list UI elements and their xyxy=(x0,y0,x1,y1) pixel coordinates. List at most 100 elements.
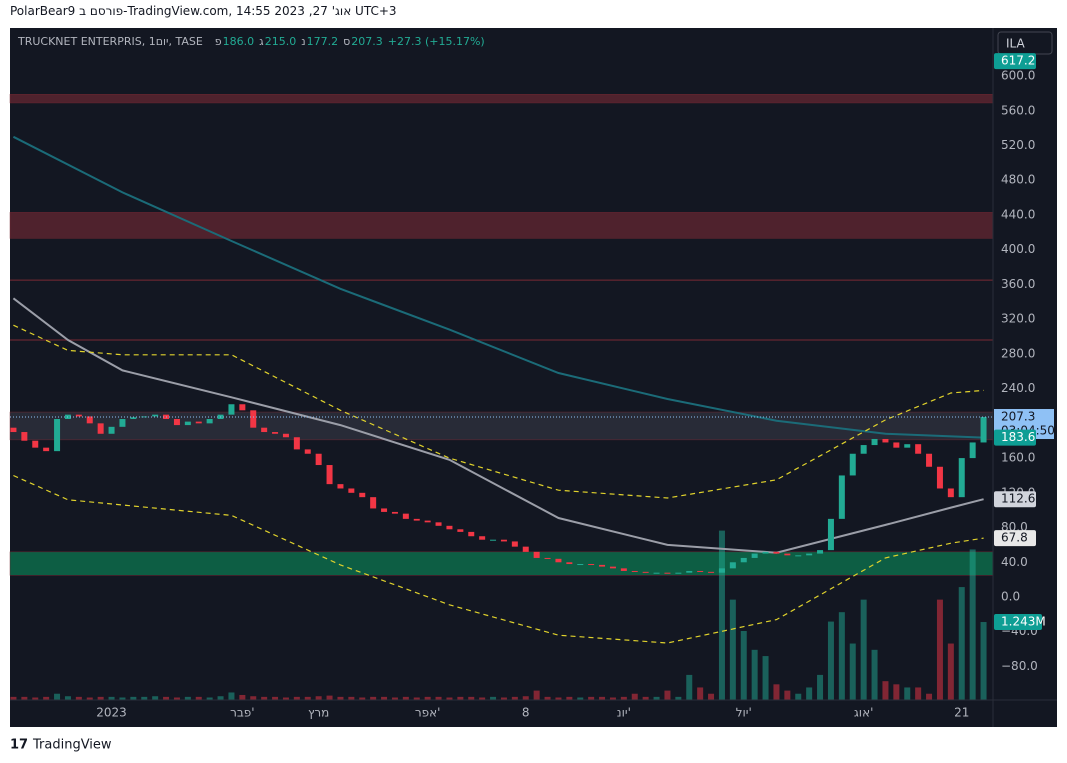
volume-bar xyxy=(729,599,736,700)
candle xyxy=(871,438,878,446)
volume-bar xyxy=(10,696,17,700)
x-tick-label: 21 xyxy=(954,706,969,720)
legend-o: 186.0 xyxy=(223,35,255,48)
candle xyxy=(969,442,976,459)
volume-bar xyxy=(21,696,28,700)
price-badge-label: 112.6 xyxy=(1001,492,1035,506)
volume-bar xyxy=(239,694,246,700)
volume-bar xyxy=(468,696,475,700)
x-tick-label: מרץ xyxy=(308,706,329,720)
candle xyxy=(239,404,246,411)
y-tick-label: 360.0 xyxy=(1001,277,1035,291)
legend-c-label: ס xyxy=(343,35,350,48)
legend-change: +27.3 (+15.17%) xyxy=(388,35,485,48)
volume-bar xyxy=(337,696,344,700)
volume-bar xyxy=(697,687,704,700)
panel xyxy=(10,28,1057,727)
volume-bar xyxy=(282,697,289,700)
x-tick-label: יונ' xyxy=(617,706,631,720)
candle xyxy=(413,518,420,521)
price-badge xyxy=(994,53,1036,70)
volume-bar xyxy=(969,549,976,700)
legend-l-label: נ xyxy=(301,35,305,48)
candle xyxy=(718,568,725,573)
candle xyxy=(21,432,28,441)
price-badge xyxy=(994,530,1036,547)
candle xyxy=(806,553,813,556)
y-tick-label: 40.0 xyxy=(1001,555,1028,569)
indicator-line xyxy=(13,474,984,644)
volume-bar xyxy=(228,692,235,700)
volume-bar xyxy=(936,599,943,700)
volume-bar xyxy=(566,696,573,700)
volume-bar xyxy=(173,697,180,700)
volume-bar xyxy=(708,693,715,700)
price-badge xyxy=(994,429,1036,446)
candle xyxy=(697,570,704,572)
candle xyxy=(10,427,17,433)
volume-bar xyxy=(664,690,671,700)
volume-bar xyxy=(359,697,366,700)
volume-bar xyxy=(457,696,464,700)
volume-bar xyxy=(119,697,126,700)
currency-label: ILA xyxy=(1006,37,1026,51)
candle xyxy=(272,432,279,434)
volume-bar xyxy=(97,696,104,700)
volume-bar xyxy=(64,696,71,700)
x-tick-label: יול' xyxy=(736,706,752,720)
volume-bar xyxy=(555,697,562,700)
x-tick-label: פבר' xyxy=(230,706,255,720)
volume-bar xyxy=(773,684,780,700)
candle xyxy=(468,531,475,537)
volume-bar xyxy=(653,696,660,700)
candle xyxy=(206,419,213,424)
price-badge-label: 183.6 xyxy=(1001,430,1035,444)
volume-bar xyxy=(184,696,191,700)
volume-bar xyxy=(620,696,627,700)
candle xyxy=(490,539,497,541)
price-badge-label: 67.8 xyxy=(1001,531,1028,545)
volume-bar xyxy=(261,696,268,700)
volume-bar xyxy=(686,674,693,700)
candle xyxy=(479,536,486,540)
candle xyxy=(108,426,115,434)
candle xyxy=(173,419,180,426)
volume-bar xyxy=(315,696,322,700)
volume-bar xyxy=(860,599,867,700)
volume-bar xyxy=(130,696,137,700)
candle xyxy=(708,571,715,573)
price-badge-label: 207.3 xyxy=(1001,410,1035,424)
candle xyxy=(250,410,257,428)
volume-bar xyxy=(642,696,649,700)
candle xyxy=(54,419,61,452)
candle xyxy=(43,447,50,452)
y-tick-label: −80.0 xyxy=(1001,659,1038,673)
volume-bar xyxy=(348,696,355,700)
legend: TRUCKNET ENTERPRIS, 1יום, TASE פ 186.0 ג 21… xyxy=(17,35,485,48)
volume-bar xyxy=(479,697,486,700)
volume-bar xyxy=(217,696,224,700)
volume-bar xyxy=(272,696,279,700)
x-tick-label: 2023 xyxy=(96,706,127,720)
volume-bar xyxy=(904,687,911,700)
volume-bar xyxy=(544,696,551,700)
zone xyxy=(9,94,994,104)
candle xyxy=(130,417,137,420)
candle xyxy=(435,522,442,526)
volume-bar xyxy=(958,587,965,700)
candle xyxy=(958,458,965,498)
candle xyxy=(533,551,540,558)
candle xyxy=(642,571,649,573)
volume-bar xyxy=(751,649,758,700)
volume-bar xyxy=(784,690,791,700)
volume-bar xyxy=(762,656,769,700)
candle xyxy=(915,444,922,454)
candle xyxy=(751,553,758,558)
legend-c: 207.3 xyxy=(351,35,383,48)
candle xyxy=(566,562,573,565)
candle xyxy=(522,546,529,552)
volume-bar xyxy=(893,684,900,700)
volume-bar xyxy=(435,696,442,700)
volume-bar xyxy=(424,696,431,700)
volume-bar xyxy=(849,643,856,700)
